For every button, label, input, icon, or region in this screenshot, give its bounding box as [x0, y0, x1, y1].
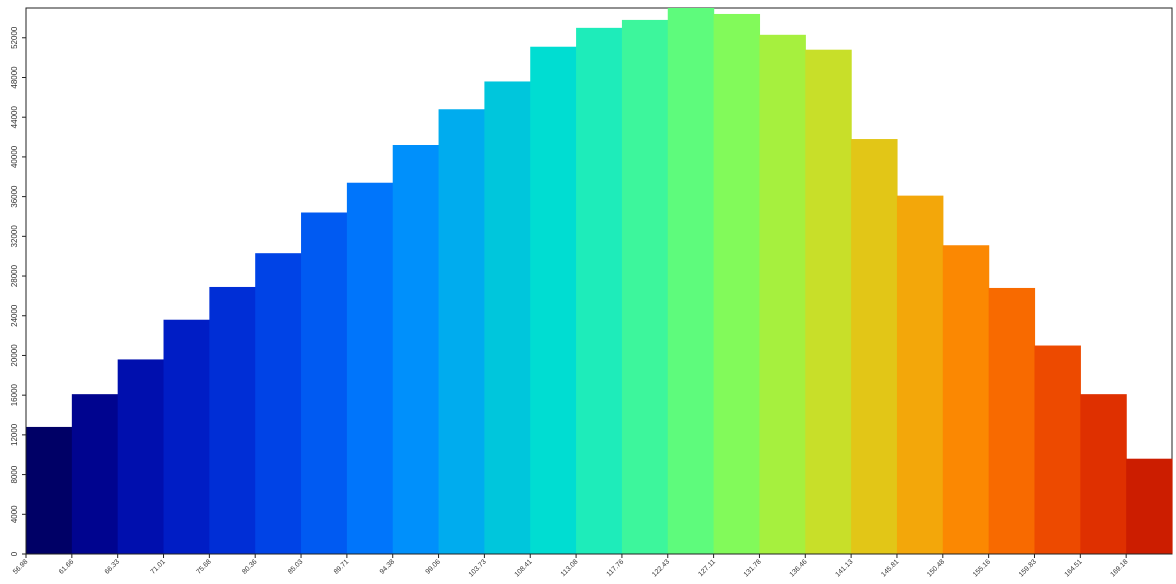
histogram-bar — [942, 245, 990, 554]
x-tick-label: 145.81 — [880, 558, 900, 578]
y-tick-label: 44000 — [10, 106, 19, 129]
histogram-bar — [621, 19, 669, 555]
x-tick-label: 89.71 — [333, 558, 350, 575]
histogram-bar — [851, 139, 898, 555]
y-tick-label: 40000 — [10, 145, 19, 168]
histogram-bar — [255, 253, 302, 554]
x-tick-label: 159.83 — [1018, 558, 1038, 578]
x-tick-label: 141.13 — [834, 558, 854, 578]
histogram-bar — [1126, 458, 1173, 554]
histogram-bar — [1034, 345, 1081, 554]
x-tick-label: 85.03 — [287, 558, 304, 575]
x-tick-label: 61.66 — [58, 558, 75, 575]
histogram-bar — [346, 182, 394, 554]
y-tick-label: 36000 — [10, 185, 19, 208]
y-tick-label: 24000 — [10, 304, 19, 327]
histogram-bar — [896, 195, 944, 554]
histogram-bar — [805, 49, 852, 554]
histogram-bar — [988, 287, 1036, 554]
histogram-bar — [759, 34, 806, 555]
histogram-bar — [71, 394, 119, 554]
histogram-bar — [530, 46, 577, 554]
histogram-bar — [1080, 394, 1127, 554]
histogram-bar — [667, 8, 715, 554]
x-tick-label: 108.41 — [514, 558, 534, 578]
x-tick-label: 66.33 — [104, 558, 121, 575]
y-tick-label: 8000 — [10, 465, 19, 483]
y-tick-label: 0 — [10, 551, 19, 556]
y-tick-label: 20000 — [10, 344, 19, 367]
x-axis: 56.98 61.66 66.33 71.01 75.68 80.36 85.03 89.71… — [12, 553, 1172, 579]
histogram-bar — [484, 81, 531, 555]
x-tick-label: 131.78 — [743, 558, 763, 578]
x-tick-label: 164.51 — [1064, 558, 1084, 578]
histogram-bar — [392, 145, 440, 554]
histogram-bar — [117, 359, 165, 554]
histogram-bar — [301, 212, 348, 554]
y-tick-label: 52000 — [10, 26, 19, 49]
y-tick-label: 28000 — [10, 264, 19, 287]
y-tick-label: 16000 — [10, 383, 19, 406]
y-tick-label: 32000 — [10, 225, 19, 248]
x-tick-label: 80.36 — [241, 558, 258, 575]
x-tick-label: 150.48 — [926, 558, 946, 578]
y-tick-label: 4000 — [10, 505, 19, 523]
histogram-bar — [438, 109, 485, 554]
x-tick-label: 113.08 — [560, 558, 580, 578]
x-tick-label: 127.11 — [697, 558, 717, 578]
histogram-bar — [576, 27, 623, 555]
bars-group — [26, 8, 1173, 555]
x-tick-label: 56.98 — [12, 558, 29, 575]
x-tick-label: 94.38 — [379, 558, 396, 575]
x-tick-label: 75.68 — [195, 558, 212, 575]
x-tick-label: 71.01 — [150, 558, 167, 575]
y-tick-label: 48000 — [10, 66, 19, 89]
histogram-bar — [209, 286, 256, 554]
x-tick-label: 155.16 — [972, 558, 992, 578]
y-axis: 0 4000 8000 12000 16000 20000 24000 28000 32000 3… — [10, 8, 27, 556]
x-tick-label: 169.18 — [1109, 558, 1129, 578]
histogram-bar — [713, 13, 761, 554]
histogram-bar — [163, 319, 210, 554]
histogram-bar — [26, 426, 73, 554]
x-tick-label: 99.06 — [425, 558, 442, 575]
y-tick-label: 12000 — [10, 423, 19, 446]
x-tick-label: 103.73 — [468, 558, 488, 578]
x-tick-label: 117.76 — [606, 558, 626, 578]
x-tick-label: 136.46 — [789, 558, 809, 578]
x-tick-label: 122.43 — [651, 558, 671, 578]
